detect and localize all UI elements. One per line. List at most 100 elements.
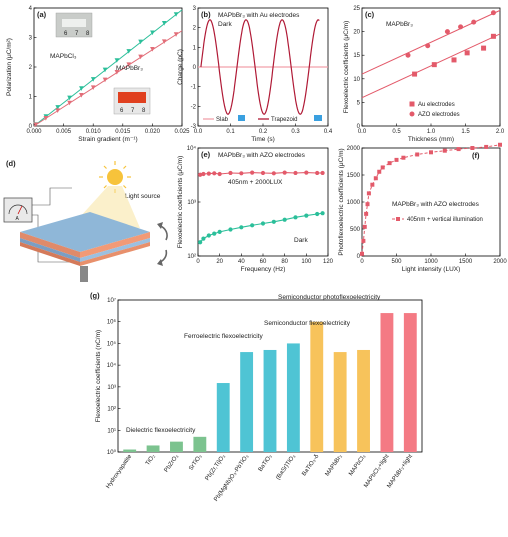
annotation: Dark <box>218 21 232 28</box>
x-tick-label: 20 <box>216 259 223 265</box>
x-tick-label: MAPbBr₃ <box>325 453 344 477</box>
data-point <box>114 70 120 75</box>
data-point <box>33 122 39 128</box>
data-point <box>464 50 470 56</box>
x-tick-label: 0.4 <box>324 129 333 135</box>
data-point <box>198 240 203 245</box>
panel-label: (f) <box>472 151 480 160</box>
sample-crystal-cl <box>62 19 86 27</box>
data-point <box>79 86 84 91</box>
data-point <box>396 217 400 221</box>
data-point <box>260 170 266 176</box>
chart-title: MAPbBr₃ <box>386 21 413 28</box>
panel-label: (b) <box>201 10 211 19</box>
x-tick-label: 0.0 <box>194 129 203 135</box>
data-point <box>90 85 96 90</box>
bar <box>263 349 277 452</box>
svg-text:A: A <box>16 216 20 222</box>
data-point <box>484 144 489 149</box>
y-tick-label: 1 <box>193 45 197 51</box>
data-point <box>217 229 222 234</box>
panel-d-diagram: (d) Light source A <box>3 159 168 282</box>
data-point <box>271 219 276 224</box>
y-axis-label: Flexoelectric coefficients (nC/m) <box>95 330 102 422</box>
y-tick-label: 0 <box>357 124 361 130</box>
x-axis-label: Light intensity (LUX) <box>402 266 461 273</box>
x-tick-label: 0.005 <box>56 129 72 135</box>
data-point <box>304 213 309 218</box>
data-point <box>293 170 298 176</box>
legend-label: Slab <box>216 117 229 123</box>
data-point <box>161 21 167 26</box>
x-tick-label: Pb(Zr,Ti)O₃ <box>205 453 228 482</box>
data-point <box>282 170 287 175</box>
y-tick-label: 10⁴ <box>187 145 197 152</box>
layered-sample <box>20 212 150 282</box>
x-tick-label: BaTiO₃ <box>258 453 274 473</box>
series-label: 405nm + 2000LUX <box>228 179 283 186</box>
data-point <box>361 238 366 243</box>
data-point <box>481 45 487 51</box>
plot-frame <box>361 7 501 127</box>
data-point <box>198 172 203 177</box>
legend-icon <box>314 115 322 121</box>
y-tick-label: 1000 <box>347 200 361 206</box>
x-tick-label: BaTiO₃-δ <box>301 453 320 477</box>
y-tick-label: 500 <box>350 227 361 233</box>
data-point <box>260 221 266 226</box>
y-tick-label: 10⁰ <box>107 449 117 456</box>
x-tick-label: 120 <box>323 259 334 265</box>
x-tick-label: 0 <box>196 259 200 265</box>
x-tick-label: 60 <box>260 259 267 265</box>
panel-f: 0 500 1000 1500 2000 0 500 1000 1500 2000 Light in… <box>338 142 507 273</box>
data-point <box>239 225 244 230</box>
chart-title: MAPbBr₃ with AZO electrodes <box>392 201 480 208</box>
data-point <box>429 150 433 155</box>
x-tick-label: MAPbCl₃+light <box>363 453 390 489</box>
y-tick-label: 0 <box>357 254 361 260</box>
x-tick-label: 40 <box>238 259 245 265</box>
x-tick-label: 0.000 <box>26 129 42 135</box>
data-point <box>362 224 367 229</box>
panel-a: 0.000 0.005 0.010 0.015 0.020 0.025 0 1 2 3 4 Strai… <box>6 6 190 143</box>
x-tick-label: 0 <box>360 259 364 265</box>
data-point <box>364 211 369 216</box>
data-point <box>360 251 364 256</box>
y-tick-label: 0 <box>29 124 33 130</box>
data-point <box>366 191 371 196</box>
data-point <box>173 12 179 17</box>
panel-label: (g) <box>90 291 100 300</box>
data-point <box>315 170 320 176</box>
bar <box>310 321 324 452</box>
x-axis-label: Frequency (Hz) <box>241 266 286 273</box>
panel-label: (d) <box>6 159 16 168</box>
data-point <box>498 142 502 147</box>
data-point <box>250 223 255 228</box>
fit-line <box>361 33 501 99</box>
y-tick-label: 10⁶ <box>107 319 117 326</box>
x-tick-label: 0.015 <box>115 129 131 135</box>
chart-title: MAPbBr₃ with Au electrodes <box>218 12 300 19</box>
y-tick-label: -1 <box>191 85 197 91</box>
y-tick-label: 3 <box>29 36 33 42</box>
data-point <box>271 171 276 176</box>
data-point <box>239 171 244 176</box>
data-point <box>394 157 399 162</box>
data-point <box>415 152 420 157</box>
data-point <box>490 33 496 39</box>
fit-line <box>361 9 501 75</box>
y-tick-label: 1500 <box>347 173 361 179</box>
y-tick-label: -2 <box>191 104 197 110</box>
ammeter-icon: A <box>3 197 33 223</box>
bar <box>193 436 207 452</box>
y-tick-label: 10² <box>187 254 196 260</box>
legend-label: AZO electrodes <box>418 112 460 118</box>
data-point <box>320 211 325 216</box>
data-point <box>206 233 211 238</box>
data-point <box>138 39 143 45</box>
legend-label: Trapezoid <box>271 117 297 123</box>
y-tick-label: 5 <box>357 100 361 106</box>
scale-label: 6 <box>64 31 68 37</box>
bar <box>240 352 254 452</box>
x-tick-label: 0.010 <box>86 129 102 135</box>
